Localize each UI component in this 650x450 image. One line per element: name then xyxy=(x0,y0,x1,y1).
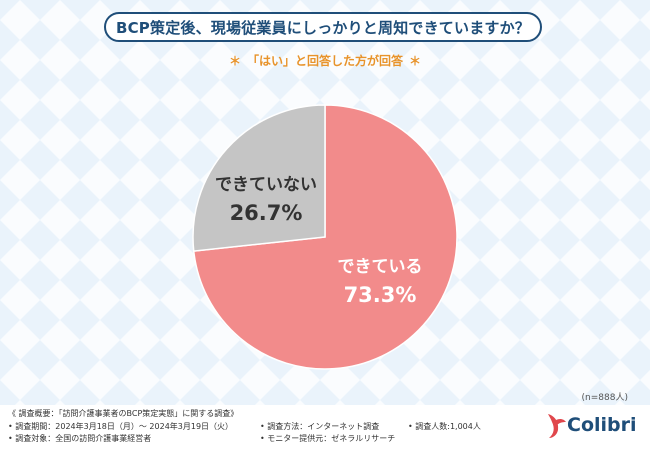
star-right: ＊ xyxy=(409,54,422,68)
slice-value-not-done: 26.7% xyxy=(230,201,303,225)
monitor-provider: • モニター提供元：ゼネラルリサーチ xyxy=(260,434,396,443)
colibri-bird-icon xyxy=(548,414,566,438)
chart-subtitle: ＊ 「はい」と回答した方が回答 ＊ xyxy=(0,52,650,69)
respondent-count: • 調査人数:1,004人 xyxy=(408,422,481,431)
survey-footer: 《 調査概要：「訪問介護事業者のBCP策定実態」に関する調査》 • 調査期間：2… xyxy=(0,405,650,450)
colibri-logo: Colibri xyxy=(545,410,645,440)
star-left: ＊ xyxy=(228,54,241,68)
survey-overview: 《 調査概要：「訪問介護事業者のBCP策定実態」に関する調査》 xyxy=(8,409,239,418)
survey-method: • 調査方法：インターネット調査 xyxy=(260,422,380,431)
chart-title: BCP策定後、現場従業員にしっかりと周知できていますか？ xyxy=(104,12,542,42)
sample-size-label: (n=888人) xyxy=(581,393,628,403)
pie-slice-not-done xyxy=(192,104,326,252)
slice-label-done: できている xyxy=(338,257,423,277)
chart-title-text: BCP策定後、現場従業員にしっかりと周知できていますか？ xyxy=(115,18,531,37)
survey-period: • 調査期間：2024年3月18日（月）～ 2024年3月19日（火） xyxy=(8,422,234,431)
survey-target: • 調査対象：全国の訪問介護事業経営者 xyxy=(8,434,152,443)
slice-value-done: 73.3% xyxy=(344,283,417,307)
slice-label-not-done: できていない xyxy=(215,175,317,195)
subtitle-text: 「はい」と回答した方が回答 xyxy=(246,54,403,68)
logo-text: Colibri xyxy=(567,414,637,436)
